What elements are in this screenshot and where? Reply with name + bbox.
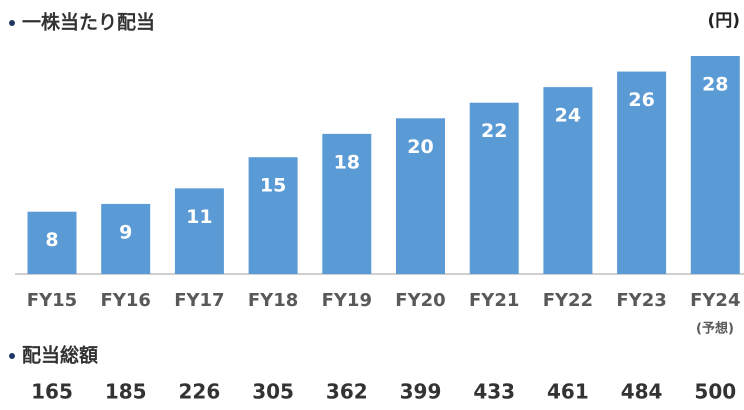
bar xyxy=(322,133,372,274)
total-value: 461 xyxy=(547,380,589,404)
x-tick-label: FY21 xyxy=(469,290,519,311)
x-tick-label: FY23 xyxy=(616,290,666,311)
x-tick-label: FY19 xyxy=(322,290,372,311)
value-label: 24 xyxy=(555,105,581,127)
bar xyxy=(617,71,667,274)
bullet xyxy=(9,20,15,26)
value-label: 28 xyxy=(702,74,728,96)
annotation: (予想) xyxy=(696,321,734,337)
total-value: 433 xyxy=(473,380,515,404)
value-label: 8 xyxy=(45,229,58,251)
bar xyxy=(174,188,224,274)
total-value: 305 xyxy=(252,380,294,404)
value-label: 22 xyxy=(481,120,507,142)
bar xyxy=(543,87,593,275)
value-label: 26 xyxy=(628,89,654,111)
bar xyxy=(27,211,77,274)
total-value: 362 xyxy=(326,380,368,404)
bar xyxy=(101,203,151,274)
bullet xyxy=(9,353,15,359)
total-value: 226 xyxy=(179,380,221,404)
total-value: 165 xyxy=(31,380,73,404)
total-value: 484 xyxy=(621,380,663,404)
total-value: 500 xyxy=(694,380,736,404)
unit-label: (円) xyxy=(707,11,740,31)
bar xyxy=(396,118,445,275)
value-label: 18 xyxy=(334,151,360,173)
value-label: 20 xyxy=(407,136,433,158)
total-value: 399 xyxy=(400,380,442,404)
value-label: 15 xyxy=(260,175,286,197)
value-label: 11 xyxy=(186,206,212,228)
x-tick-label: FY16 xyxy=(101,290,151,311)
x-tick-label: FY24 xyxy=(690,290,740,311)
bar xyxy=(690,56,740,274)
x-tick-label: FY20 xyxy=(395,290,445,311)
x-tick-label: FY17 xyxy=(174,290,224,311)
bar xyxy=(248,157,298,274)
totals-title: 配当総額 xyxy=(22,344,98,367)
bar xyxy=(469,102,519,274)
value-label: 9 xyxy=(119,221,132,243)
x-tick-label: FY22 xyxy=(543,290,593,311)
total-value: 185 xyxy=(105,380,147,404)
x-tick-label: FY15 xyxy=(27,290,77,311)
chart-title: 一株当たり配当 xyxy=(22,11,155,34)
x-tick-label: FY18 xyxy=(248,290,298,311)
